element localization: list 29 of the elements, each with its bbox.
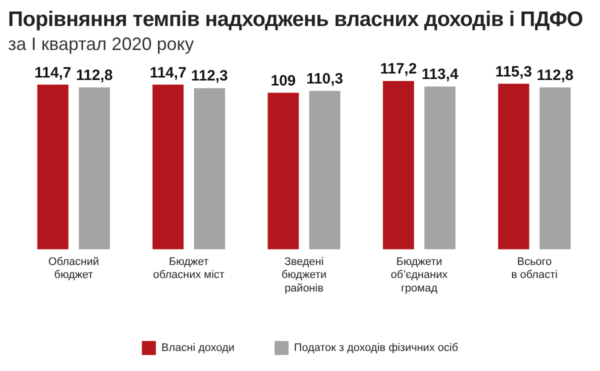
x-tick-label: Бюджети об’єднаних громад [390, 256, 448, 294]
bar [37, 84, 68, 250]
chart-title: Порівняння темпів надходжень власних доходів і ПДФО [8, 8, 584, 32]
data-label: 115,3 [495, 63, 532, 80]
data-label: 109 [270, 72, 296, 90]
bar [309, 90, 340, 250]
bar [424, 86, 456, 250]
x-tick-label: Всього в області [511, 256, 558, 282]
legend-label: Податок з доходів фізичних осіб [294, 342, 458, 354]
bar [78, 87, 110, 250]
data-label: 114,7 [34, 64, 72, 82]
bar [268, 92, 299, 250]
data-label: 112,8 [76, 66, 113, 84]
bar [194, 88, 226, 250]
data-label: 113,4 [422, 66, 459, 84]
bar [498, 84, 530, 250]
bar [152, 84, 184, 250]
chart-subtitle: за І квартал 2020 року [8, 34, 195, 55]
data-label: 117,2 [380, 60, 417, 78]
bar [540, 87, 571, 250]
legend-label: Власні доходи [161, 342, 235, 354]
data-label: 110,3 [306, 70, 344, 88]
x-tick-label: Обласний бюджет [48, 256, 99, 282]
data-label: 112,3 [191, 68, 228, 85]
bar [382, 81, 414, 250]
data-label: 114,7 [150, 64, 186, 82]
x-tick-label: Зведені бюджети районів [281, 256, 327, 294]
data-label: 112,8 [536, 66, 574, 84]
x-tick-label: Бюджет обласних міст [153, 256, 224, 282]
